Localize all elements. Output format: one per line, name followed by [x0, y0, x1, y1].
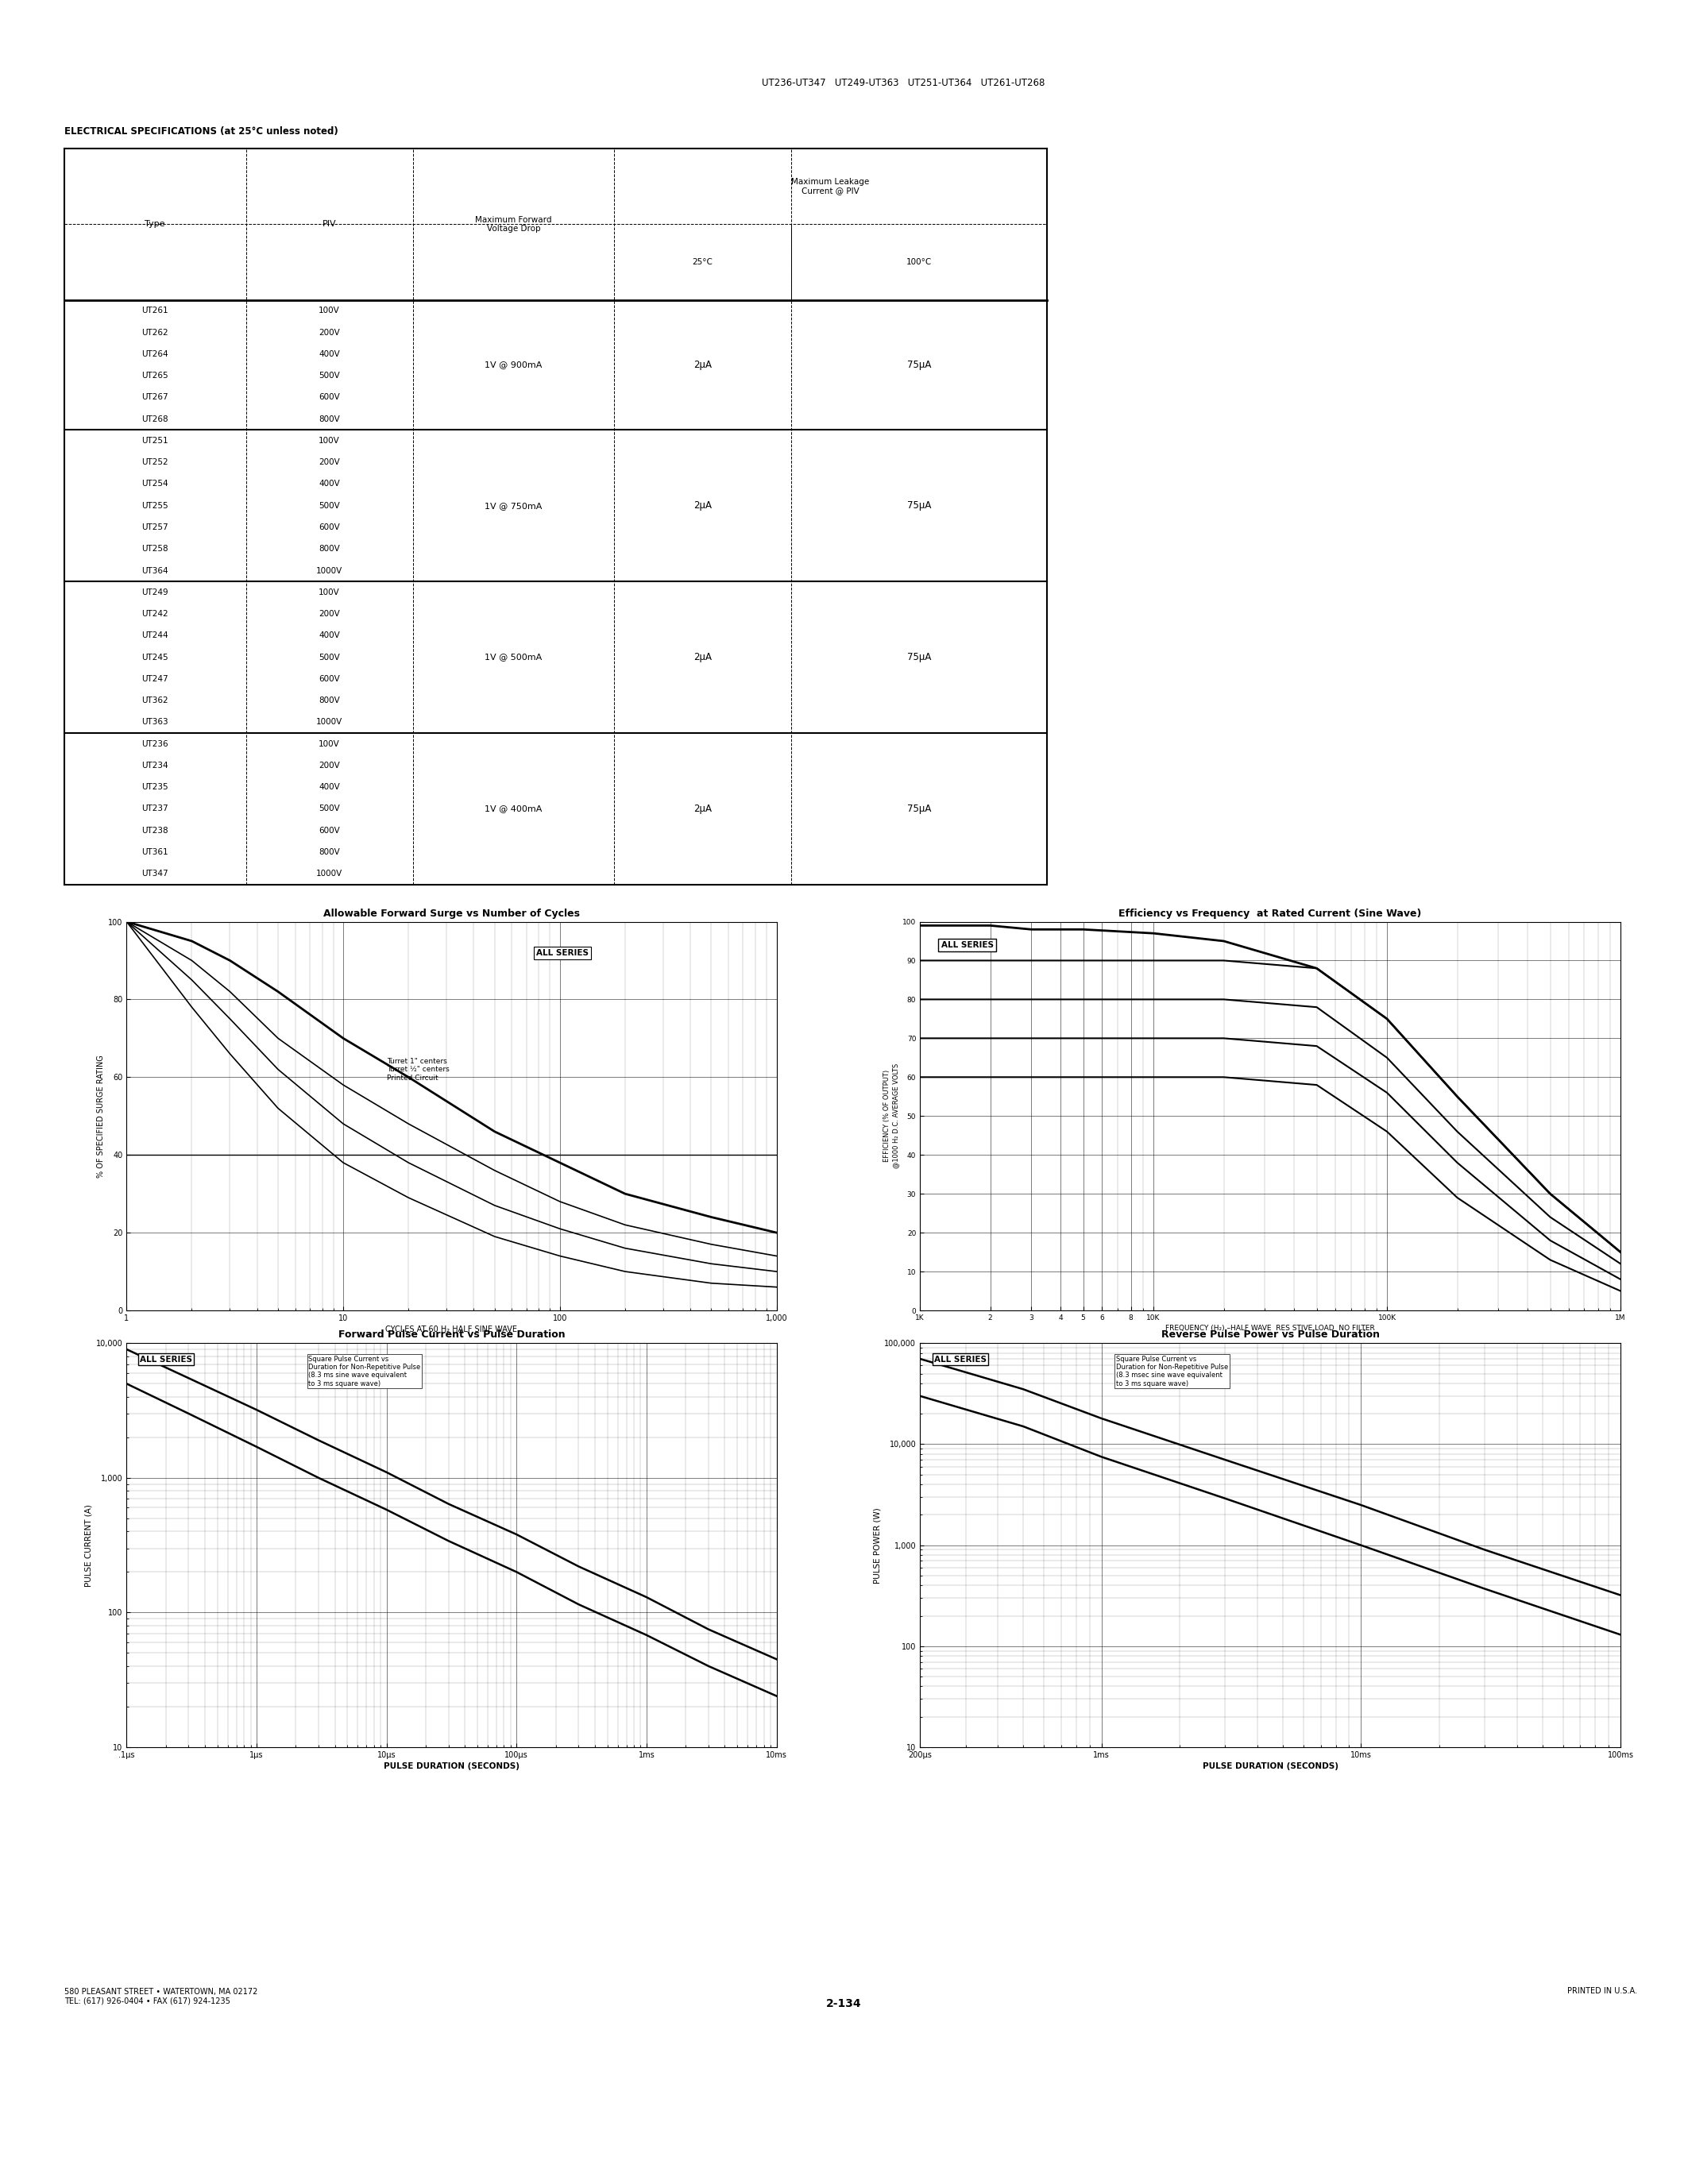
- Text: 600V: 600V: [319, 826, 339, 834]
- Title: Efficiency vs Frequency  at Rated Current (Sine Wave): Efficiency vs Frequency at Rated Current…: [1119, 909, 1421, 919]
- Text: 580 PLEASANT STREET • WATERTOWN, MA 02172
TEL: (617) 926-0404 • FAX (617) 924-12: 580 PLEASANT STREET • WATERTOWN, MA 0217…: [64, 1987, 258, 2005]
- Text: 500V: 500V: [319, 371, 339, 380]
- Text: UT363: UT363: [142, 719, 169, 725]
- Text: 75μA: 75μA: [906, 804, 930, 815]
- Text: 100V: 100V: [319, 740, 339, 747]
- Text: UT247: UT247: [142, 675, 169, 684]
- Text: UT268: UT268: [142, 415, 169, 424]
- Text: 100V: 100V: [319, 308, 339, 314]
- Text: 1V @ 500mA: 1V @ 500mA: [484, 653, 542, 662]
- Text: 2μA: 2μA: [694, 360, 712, 369]
- Text: 2μA: 2μA: [694, 500, 712, 511]
- Text: 400V: 400V: [319, 480, 339, 487]
- Text: ALL SERIES: ALL SERIES: [140, 1356, 192, 1363]
- Title: Forward Pulse Current vs Pulse Duration: Forward Pulse Current vs Pulse Duration: [338, 1330, 565, 1341]
- Text: 200V: 200V: [319, 609, 339, 618]
- Text: UT264: UT264: [142, 349, 169, 358]
- Y-axis label: EFFICIENCY (% OF OUTPUT)
@1000 H₂ D.C. AVERAGE VOLTS: EFFICIENCY (% OF OUTPUT) @1000 H₂ D.C. A…: [885, 1064, 900, 1168]
- Text: Turret 1" centers
Turret ½" centers
Printed Circuit: Turret 1" centers Turret ½" centers Prin…: [387, 1057, 449, 1081]
- Text: UT265: UT265: [142, 371, 169, 380]
- Text: UT252: UT252: [142, 459, 169, 467]
- Text: 500V: 500V: [319, 653, 339, 662]
- Text: UT364: UT364: [142, 566, 169, 574]
- Text: UT254: UT254: [142, 480, 169, 487]
- Text: 2μA: 2μA: [694, 653, 712, 662]
- Text: 1000V: 1000V: [316, 869, 343, 878]
- Text: 800V: 800V: [319, 546, 339, 553]
- Text: ALL SERIES: ALL SERIES: [940, 941, 994, 950]
- Text: UT244: UT244: [142, 631, 169, 640]
- Text: UT267: UT267: [142, 393, 169, 402]
- Text: 2-134: 2-134: [827, 1998, 863, 2009]
- Text: 800V: 800V: [319, 847, 339, 856]
- Text: 100°C: 100°C: [906, 258, 932, 266]
- Text: UT238: UT238: [142, 826, 169, 834]
- Text: Square Pulse Current vs
Duration for Non-Repetitive Pulse
(8.3 msec sine wave eq: Square Pulse Current vs Duration for Non…: [1116, 1356, 1229, 1387]
- Text: 2μA: 2μA: [694, 804, 712, 815]
- Text: 1V @ 750mA: 1V @ 750mA: [484, 502, 542, 509]
- Text: Maximum Leakage
Current @ PIV: Maximum Leakage Current @ PIV: [792, 177, 869, 194]
- Text: 500V: 500V: [319, 804, 339, 812]
- X-axis label: PULSE DURATION (SECONDS): PULSE DURATION (SECONDS): [383, 1762, 520, 1771]
- Text: 500V: 500V: [319, 502, 339, 509]
- Text: 200V: 200V: [319, 762, 339, 769]
- Text: 75μA: 75μA: [906, 653, 930, 662]
- Text: UT262: UT262: [142, 328, 169, 336]
- X-axis label: PULSE DURATION (SECONDS): PULSE DURATION (SECONDS): [1202, 1762, 1339, 1771]
- Text: UT361: UT361: [142, 847, 169, 856]
- Y-axis label: % OF SPECIFIED SURGE RATING: % OF SPECIFIED SURGE RATING: [96, 1055, 105, 1177]
- Text: UT249: UT249: [142, 587, 169, 596]
- Text: UT242: UT242: [142, 609, 169, 618]
- Title: Reverse Pulse Power vs Pulse Duration: Reverse Pulse Power vs Pulse Duration: [1161, 1330, 1379, 1341]
- Text: 200V: 200V: [319, 328, 339, 336]
- Text: UT251: UT251: [142, 437, 169, 446]
- Text: 75μA: 75μA: [906, 360, 930, 369]
- Text: 1V @ 400mA: 1V @ 400mA: [484, 804, 542, 812]
- Text: 1000V: 1000V: [316, 719, 343, 725]
- Text: UT236-UT347   UT249-UT363   UT251-UT364   UT261-UT268: UT236-UT347 UT249-UT363 UT251-UT364 UT26…: [761, 79, 1045, 87]
- Text: UT255: UT255: [142, 502, 169, 509]
- Text: Type: Type: [145, 221, 165, 229]
- Text: UT258: UT258: [142, 546, 169, 553]
- Text: UT257: UT257: [142, 524, 169, 531]
- Text: 800V: 800V: [319, 415, 339, 424]
- Text: UT261: UT261: [142, 308, 169, 314]
- Text: PRINTED IN U.S.A.: PRINTED IN U.S.A.: [1568, 1987, 1637, 1996]
- Text: Square Pulse Current vs
Duration for Non-Repetitive Pulse
(8.3 ms sine wave equi: Square Pulse Current vs Duration for Non…: [309, 1356, 420, 1387]
- Y-axis label: PULSE POWER (W): PULSE POWER (W): [873, 1507, 881, 1583]
- Text: ALL SERIES: ALL SERIES: [537, 948, 589, 957]
- X-axis label: CYCLES AT 60 H₂ HALF SINE WAVE: CYCLES AT 60 H₂ HALF SINE WAVE: [385, 1326, 518, 1334]
- Text: 600V: 600V: [319, 675, 339, 684]
- Y-axis label: PULSE CURRENT (A): PULSE CURRENT (A): [84, 1505, 93, 1586]
- Text: 75μA: 75μA: [906, 500, 930, 511]
- Text: Maximum Forward
Voltage Drop: Maximum Forward Voltage Drop: [476, 216, 552, 234]
- Text: 800V: 800V: [319, 697, 339, 705]
- Text: UT234: UT234: [142, 762, 169, 769]
- Title: Allowable Forward Surge vs Number of Cycles: Allowable Forward Surge vs Number of Cyc…: [324, 909, 581, 919]
- Text: UT236: UT236: [142, 740, 169, 747]
- Text: 100V: 100V: [319, 437, 339, 446]
- Text: UT235: UT235: [142, 784, 169, 791]
- Text: PIV: PIV: [322, 221, 336, 229]
- Text: UT347: UT347: [142, 869, 169, 878]
- Text: 1000V: 1000V: [316, 566, 343, 574]
- Text: ALL SERIES: ALL SERIES: [933, 1356, 986, 1363]
- Text: 400V: 400V: [319, 349, 339, 358]
- Text: 600V: 600V: [319, 393, 339, 402]
- X-axis label: FREQUENCY (H₂) –HALF WAVE  RES STIVE LOAD  NO FILTER: FREQUENCY (H₂) –HALF WAVE RES STIVE LOAD…: [1165, 1326, 1376, 1332]
- Text: 25°C: 25°C: [692, 258, 712, 266]
- Text: 600V: 600V: [319, 524, 339, 531]
- Text: ELECTRICAL SPECIFICATIONS (at 25°C unless noted): ELECTRICAL SPECIFICATIONS (at 25°C unles…: [64, 127, 338, 135]
- Text: 1V @ 900mA: 1V @ 900mA: [484, 360, 542, 369]
- Text: UT362: UT362: [142, 697, 169, 705]
- Text: 100V: 100V: [319, 587, 339, 596]
- Text: 200V: 200V: [319, 459, 339, 467]
- Text: UT237: UT237: [142, 804, 169, 812]
- Text: 400V: 400V: [319, 784, 339, 791]
- Text: UT245: UT245: [142, 653, 169, 662]
- Text: 400V: 400V: [319, 631, 339, 640]
